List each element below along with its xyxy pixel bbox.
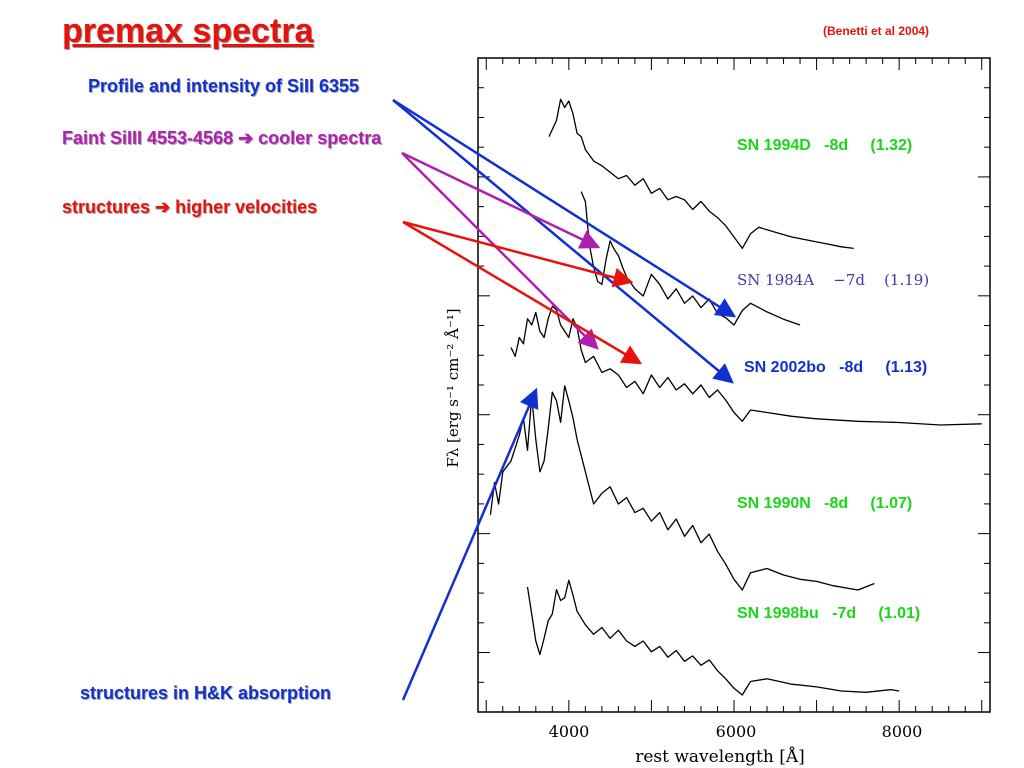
- note-hk-absorption: structures in H&K absorption: [80, 683, 332, 703]
- series-label-name: SN 1998bu: [737, 605, 819, 622]
- citation: (Benetti et al 2004): [823, 24, 930, 38]
- series-line-sn-1990n: [489, 385, 875, 591]
- series-label-phase: -8d: [839, 359, 864, 376]
- x-tick-8000: 8000: [882, 722, 923, 741]
- series-label-name: SN 1994D: [737, 137, 811, 154]
- series-label-sn1984a: SN 1984A −7d (1.19): [737, 271, 929, 289]
- series-label-phase: -8d: [824, 495, 849, 512]
- y-axis-label: Fλ [erg s⁻¹ cm⁻² Å⁻¹]: [444, 308, 462, 467]
- series-label-phase: −7d: [833, 271, 865, 289]
- x-tick-6000: 6000: [716, 722, 757, 741]
- series-label-sn2002bo: SN 2002bo -8d (1.13): [744, 359, 927, 377]
- series-line-sn-2002bo: [510, 305, 982, 426]
- arrow-silll-1: [401, 151, 601, 249]
- series-label-name: SN 1990N: [737, 495, 811, 512]
- series-label-name: SN 2002bo: [744, 359, 826, 376]
- note-silll-faint: Faint SiIII 4553-4568 ➔ cooler spectra: [62, 128, 382, 148]
- series-line-sn-1984a: [580, 191, 801, 326]
- arrow-silll-2: [401, 152, 599, 350]
- note-sill-profile: Profile and intensity of SiII 6355: [88, 76, 360, 96]
- arrow-structures-2: [402, 220, 643, 365]
- arrow-sill-2: [392, 99, 734, 384]
- series-label-sn1990n: SN 1990N -8d (1.07): [737, 495, 912, 513]
- series-label-sn1994d: SN 1994D -8d (1.32): [737, 137, 912, 155]
- series-label-ratio: (1.32): [870, 137, 913, 154]
- series-label-ratio: (1.13): [885, 359, 928, 376]
- series-label-ratio: (1.01): [878, 605, 921, 622]
- arrow-structures-1: [402, 220, 634, 288]
- series-label-sn1998bu: SN 1998bu -7d (1.01): [737, 605, 920, 623]
- series-label-ratio: (1.19): [884, 271, 930, 289]
- series-label-phase: -7d: [832, 605, 857, 622]
- series-label-name: SN 1984A: [737, 271, 815, 289]
- arrow-hk: [401, 387, 539, 701]
- arrow-sill-1: [392, 98, 737, 318]
- slide-title: premax spectra: [62, 12, 314, 50]
- series-line-sn-1998bu: [526, 579, 900, 696]
- x-axis-label: rest wavelength [Å]: [635, 746, 805, 767]
- x-tick-4000: 4000: [549, 722, 590, 741]
- axis-ticks: [478, 58, 990, 712]
- series-label-phase: -8d: [824, 137, 849, 154]
- series-line-sn-1994d: [548, 98, 854, 250]
- series-label-ratio: (1.07): [870, 495, 913, 512]
- note-structures-velocities: structures ➔ higher velocities: [62, 197, 318, 217]
